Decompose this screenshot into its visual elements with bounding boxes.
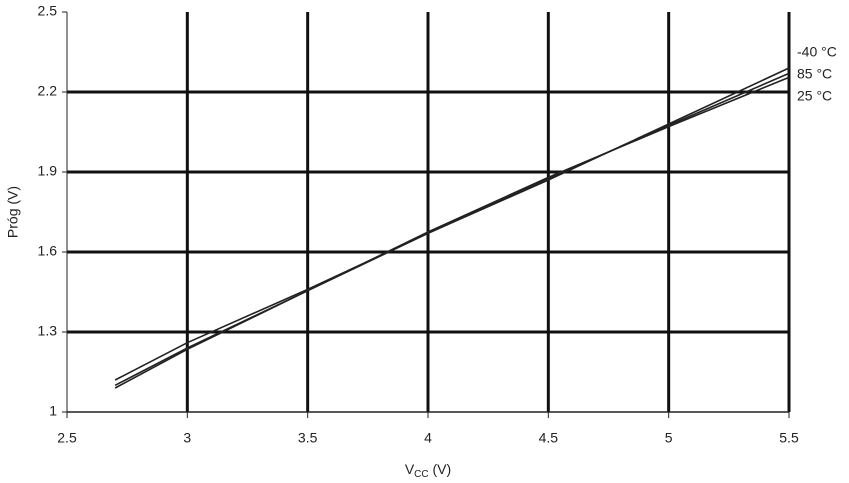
x-tick-label: 2.5 — [57, 430, 77, 446]
y-tick-label: 2.5 — [38, 3, 58, 19]
legend-label: 25 °C — [797, 88, 832, 104]
legend-label: 85 °C — [797, 66, 832, 82]
y-tick-label: 1.9 — [38, 163, 58, 179]
x-tick-label: 3.5 — [298, 430, 318, 446]
x-label-unit: (V) — [429, 461, 452, 477]
x-tick-label: 5.5 — [779, 430, 799, 446]
x-label-sub: CC — [414, 469, 428, 480]
y-axis-label: Próg (V) — [5, 186, 21, 238]
y-tick-label: 1 — [49, 403, 57, 419]
y-tick-label: 2.2 — [38, 83, 58, 99]
x-tick-label: 3 — [183, 430, 191, 446]
y-tick-label: 1.6 — [38, 243, 58, 259]
x-label-main: V — [405, 461, 415, 477]
legend-label: -40 °C — [797, 44, 837, 60]
x-tick-label: 4 — [424, 430, 432, 446]
y-tick-label: 1.3 — [38, 323, 58, 339]
series-line — [114, 76, 790, 389]
x-axis-label: VCC (V) — [405, 461, 451, 480]
x-tick-label: 5 — [665, 430, 673, 446]
series-line — [114, 72, 790, 387]
x-tick-label: 4.5 — [539, 430, 559, 446]
